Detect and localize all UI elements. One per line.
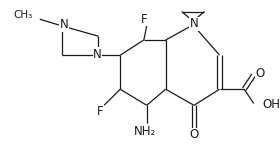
- Text: O: O: [189, 128, 199, 141]
- Text: CH₃: CH₃: [13, 10, 32, 20]
- Text: N: N: [190, 17, 199, 30]
- Text: F: F: [97, 105, 104, 118]
- Text: N: N: [93, 48, 102, 61]
- Text: F: F: [141, 13, 147, 26]
- Text: N: N: [60, 18, 69, 31]
- Text: NH₂: NH₂: [134, 125, 156, 138]
- Text: O: O: [256, 67, 265, 80]
- Text: OH: OH: [262, 98, 280, 111]
